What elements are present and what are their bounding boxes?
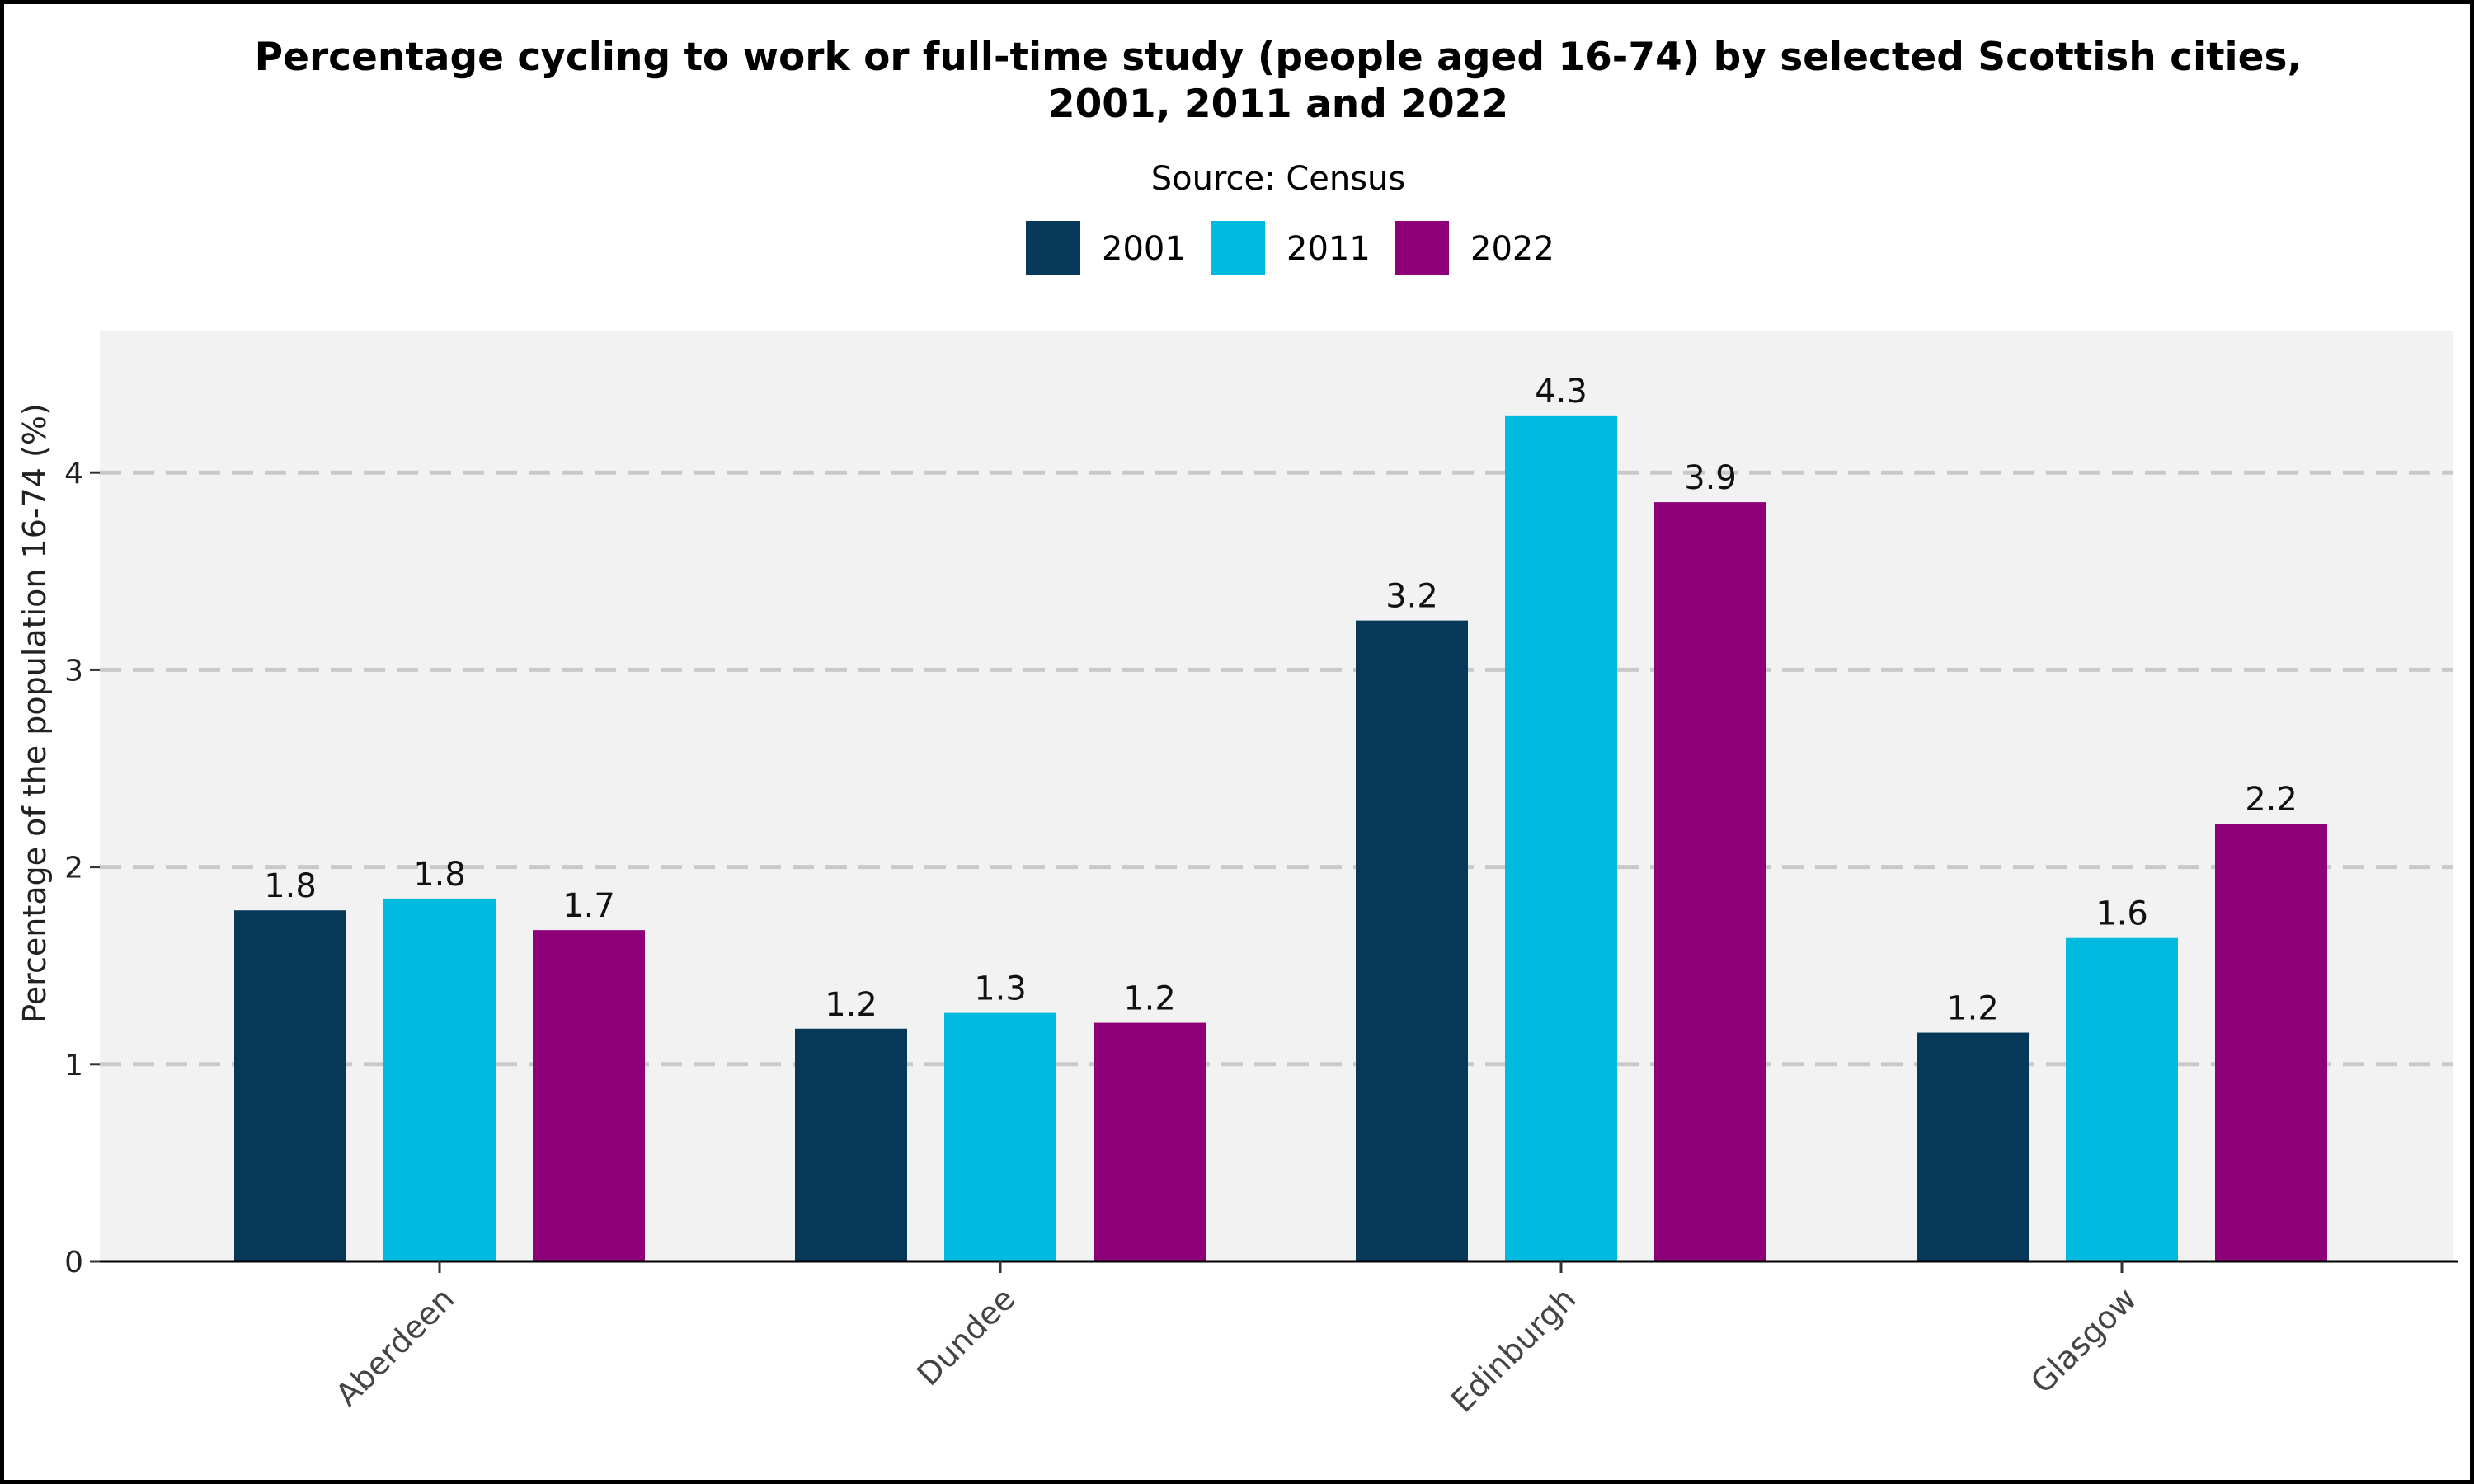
data-label: 1.6	[2095, 895, 2148, 933]
data-label: 1.2	[1946, 990, 1999, 1028]
bar-chart: Percentage cycling to work or full-time …	[16, 35, 2458, 1420]
legend: 2001 2011 2022	[1026, 221, 1554, 275]
bar-aberdeen-2022	[533, 930, 645, 1261]
bar-edinburgh-2011	[1505, 415, 1617, 1262]
bar-dundee-2011	[944, 1012, 1056, 1261]
y-tick-label: 4	[64, 457, 83, 491]
bar-edinburgh-2001	[1356, 620, 1468, 1261]
legend-label: 2001	[1102, 230, 1186, 268]
bar-glasgow-2022	[2215, 823, 2327, 1261]
chart-title-line2: 2001, 2011 and 2022	[1048, 82, 1508, 127]
x-tick-label: Aberdeen	[329, 1280, 462, 1413]
bar-dundee-2001	[795, 1028, 907, 1261]
data-label: 3.9	[1684, 459, 1737, 497]
y-tick-label: 3	[64, 654, 83, 688]
data-label: 1.8	[264, 867, 317, 905]
y-axis: 0 1 2 3 4	[64, 457, 100, 1280]
bar-glasgow-2001	[1917, 1032, 2029, 1261]
data-label: 1.2	[825, 986, 877, 1024]
x-tick-label: Edinburgh	[1444, 1280, 1583, 1419]
bar-edinburgh-2022	[1654, 502, 1766, 1261]
legend-swatch-2022	[1395, 221, 1449, 275]
data-label: 1.8	[413, 856, 466, 894]
data-label: 1.7	[562, 887, 615, 925]
data-label: 1.2	[1123, 980, 1176, 1018]
bars	[234, 415, 2327, 1262]
data-label: 4.3	[1535, 373, 1587, 411]
data-label: 2.2	[2245, 781, 2298, 819]
y-tick-label: 0	[64, 1246, 83, 1280]
y-tick-label: 2	[64, 852, 83, 885]
gridlines	[100, 470, 2453, 1067]
x-tick-label: Glasgow	[2024, 1280, 2143, 1400]
legend-swatch-2001	[1026, 221, 1080, 275]
bar-glasgow-2011	[2066, 937, 2178, 1261]
value-labels: 1.8 1.8 1.7 1.2 1.3 1.2 3.2 4.3 3.9 1.2 1.6 2.2	[264, 373, 2298, 1028]
data-label: 1.3	[974, 970, 1027, 1008]
x-axis: Aberdeen Dundee Edinburgh Glasgow	[329, 1261, 2143, 1420]
bar-aberdeen-2011	[383, 898, 496, 1261]
bar-dundee-2022	[1094, 1022, 1206, 1261]
bar-aberdeen-2001	[234, 910, 346, 1261]
data-label: 3.2	[1385, 578, 1438, 616]
chart-subtitle: Source: Census	[1151, 160, 1406, 198]
legend-label: 2011	[1286, 230, 1371, 268]
legend-swatch-2011	[1211, 221, 1265, 275]
legend-label: 2022	[1470, 230, 1554, 268]
y-axis-label: Percentage of the population 16-74 (%)	[16, 403, 53, 1023]
chart-title-line1: Percentage cycling to work or full-time …	[255, 35, 2302, 80]
x-tick-label: Dundee	[910, 1280, 1022, 1392]
y-tick-label: 1	[64, 1049, 83, 1082]
